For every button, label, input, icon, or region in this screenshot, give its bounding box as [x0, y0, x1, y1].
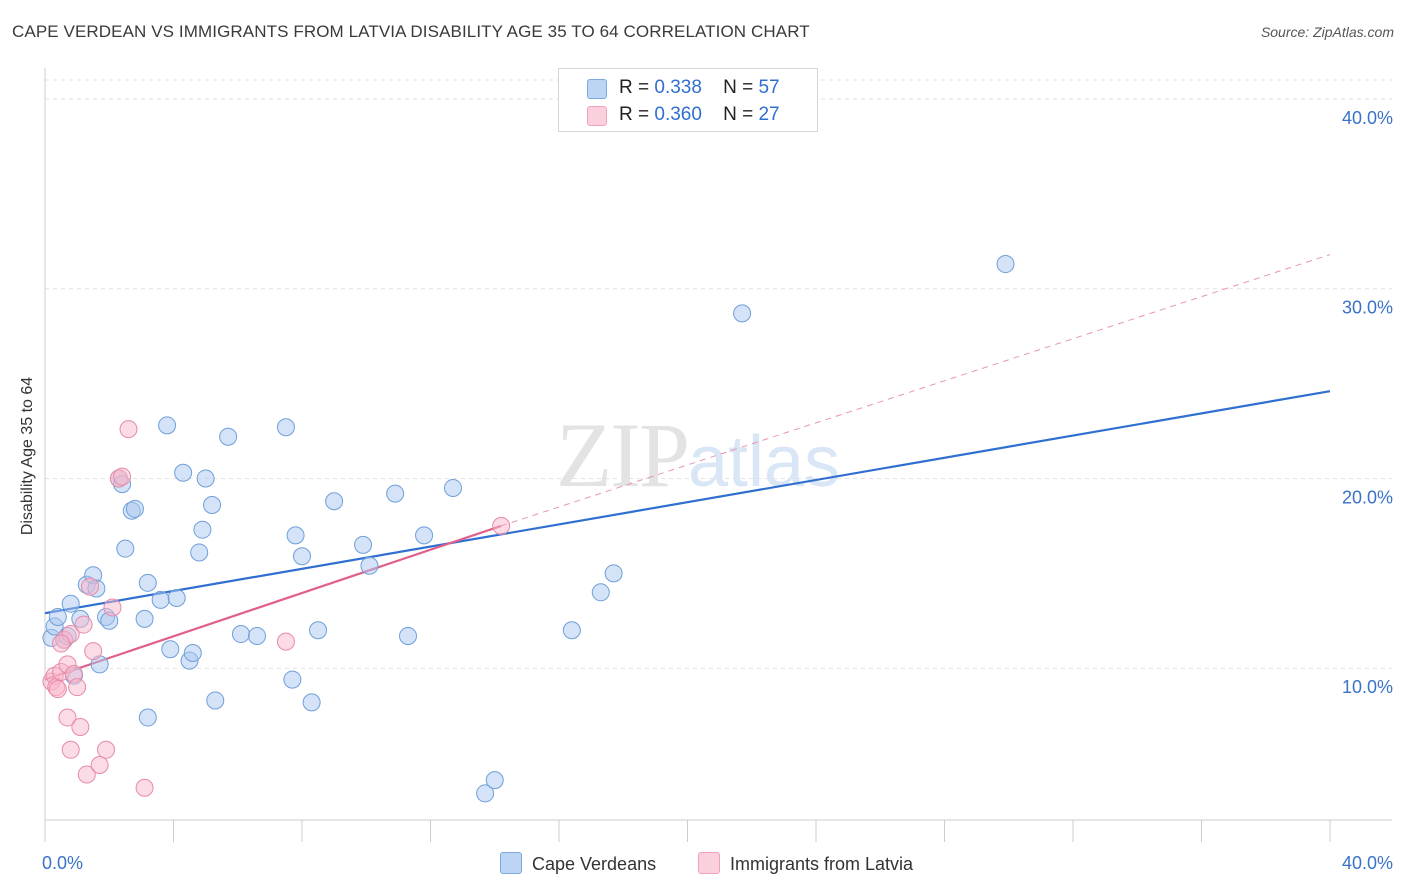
point-latvia: [135, 778, 154, 797]
trend-line-1: [44, 524, 502, 681]
point-latvia: [74, 615, 93, 634]
point-cape-verdean: [206, 691, 225, 710]
watermark-zip: ZIP: [556, 404, 690, 506]
source-label: Source: ZipAtlas.com: [1260, 24, 1394, 40]
y-tick-label: 40.0%: [1342, 108, 1393, 128]
watermark: ZIPatlas: [556, 402, 840, 508]
point-cape-verdean: [138, 708, 157, 727]
point-cape-verdean: [116, 539, 135, 558]
point-cape-verdean: [61, 594, 80, 613]
point-cape-verdean: [174, 463, 193, 482]
point-latvia: [68, 678, 87, 697]
point-latvia: [77, 765, 96, 784]
trend-extension-1: [501, 254, 1331, 527]
point-cape-verdean: [219, 427, 238, 446]
point-cape-verdean: [443, 478, 462, 497]
point-cape-verdean: [167, 589, 186, 607]
point-cape-verdean: [286, 526, 305, 545]
point-latvia: [97, 740, 116, 759]
legend-swatch-pink: [587, 106, 607, 126]
point-cape-verdean: [415, 526, 434, 545]
point-cape-verdean: [386, 484, 405, 503]
point-cape-verdean: [293, 547, 311, 566]
data-points: [42, 255, 1015, 803]
point-cape-verdean: [309, 621, 328, 640]
bottom-legend-latvia: Immigrants from Latvia: [698, 852, 913, 875]
point-cape-verdean: [138, 573, 157, 592]
point-latvia: [80, 577, 99, 596]
y-tick-label: 30.0%: [1342, 298, 1393, 318]
x-tick-label: 0.0%: [42, 853, 83, 873]
point-cape-verdean: [360, 556, 379, 575]
point-latvia: [113, 467, 132, 486]
legend-text: R = 0.360 N = 27: [619, 104, 780, 125]
point-cape-verdean: [562, 621, 581, 640]
point-latvia: [52, 634, 71, 653]
point-cape-verdean: [325, 492, 344, 511]
point-latvia: [84, 642, 103, 661]
point-cape-verdean: [733, 304, 752, 323]
trend-lines: [44, 254, 1331, 681]
point-cape-verdean: [248, 626, 267, 645]
trend-line-0: [44, 390, 1331, 615]
point-cape-verdean: [125, 499, 144, 518]
bottom-legend-swatch-blue: [500, 852, 522, 874]
point-latvia: [276, 632, 295, 651]
point-cape-verdean: [196, 469, 215, 488]
axes: [44, 68, 1392, 842]
y-tick-label: 10.0%: [1342, 677, 1393, 697]
point-cape-verdean: [604, 564, 623, 583]
point-latvia: [492, 516, 511, 535]
tick-labels: 10.0% 20.0% 30.0% 40.0% 0.0% 40.0%: [42, 108, 1393, 873]
point-cape-verdean: [302, 693, 321, 712]
point-latvia: [61, 740, 80, 759]
point-cape-verdean: [591, 583, 610, 602]
point-latvia: [48, 680, 67, 699]
point-cape-verdean: [203, 496, 222, 515]
point-latvia: [58, 708, 77, 727]
point-latvia: [119, 420, 138, 439]
y-tick-label: 20.0%: [1342, 487, 1393, 507]
legend-swatch-blue: [587, 79, 607, 99]
point-cape-verdean: [135, 609, 154, 628]
point-cape-verdean: [190, 543, 209, 562]
point-cape-verdean: [476, 784, 495, 803]
point-latvia: [71, 718, 90, 737]
point-cape-verdean: [996, 255, 1015, 274]
point-cape-verdean: [151, 590, 170, 609]
legend-text: R = 0.338 N = 57: [619, 77, 780, 98]
point-cape-verdean: [48, 607, 67, 626]
point-cape-verdean: [283, 670, 302, 689]
chart-title: CAPE VERDEAN VS IMMIGRANTS FROM LATVIA D…: [12, 22, 810, 41]
point-cape-verdean: [193, 520, 212, 539]
point-cape-verdean: [231, 625, 250, 644]
point-cape-verdean: [276, 418, 295, 437]
stats-legend: R = 0.338 N = 57 R = 0.360 N = 27: [558, 68, 818, 132]
point-cape-verdean: [354, 535, 373, 554]
x-tick-label: 40.0%: [1342, 853, 1393, 873]
bottom-legend-cape-verdeans: Cape Verdeans: [500, 852, 656, 875]
point-cape-verdean: [161, 640, 180, 659]
point-cape-verdean: [183, 644, 202, 663]
point-cape-verdean: [399, 626, 418, 645]
point-latvia: [90, 755, 109, 774]
point-cape-verdean: [158, 416, 177, 435]
bottom-legend-swatch-pink: [698, 852, 720, 874]
point-latvia: [103, 598, 122, 617]
grid-lines: [45, 79, 1392, 669]
point-cape-verdean: [485, 771, 504, 790]
